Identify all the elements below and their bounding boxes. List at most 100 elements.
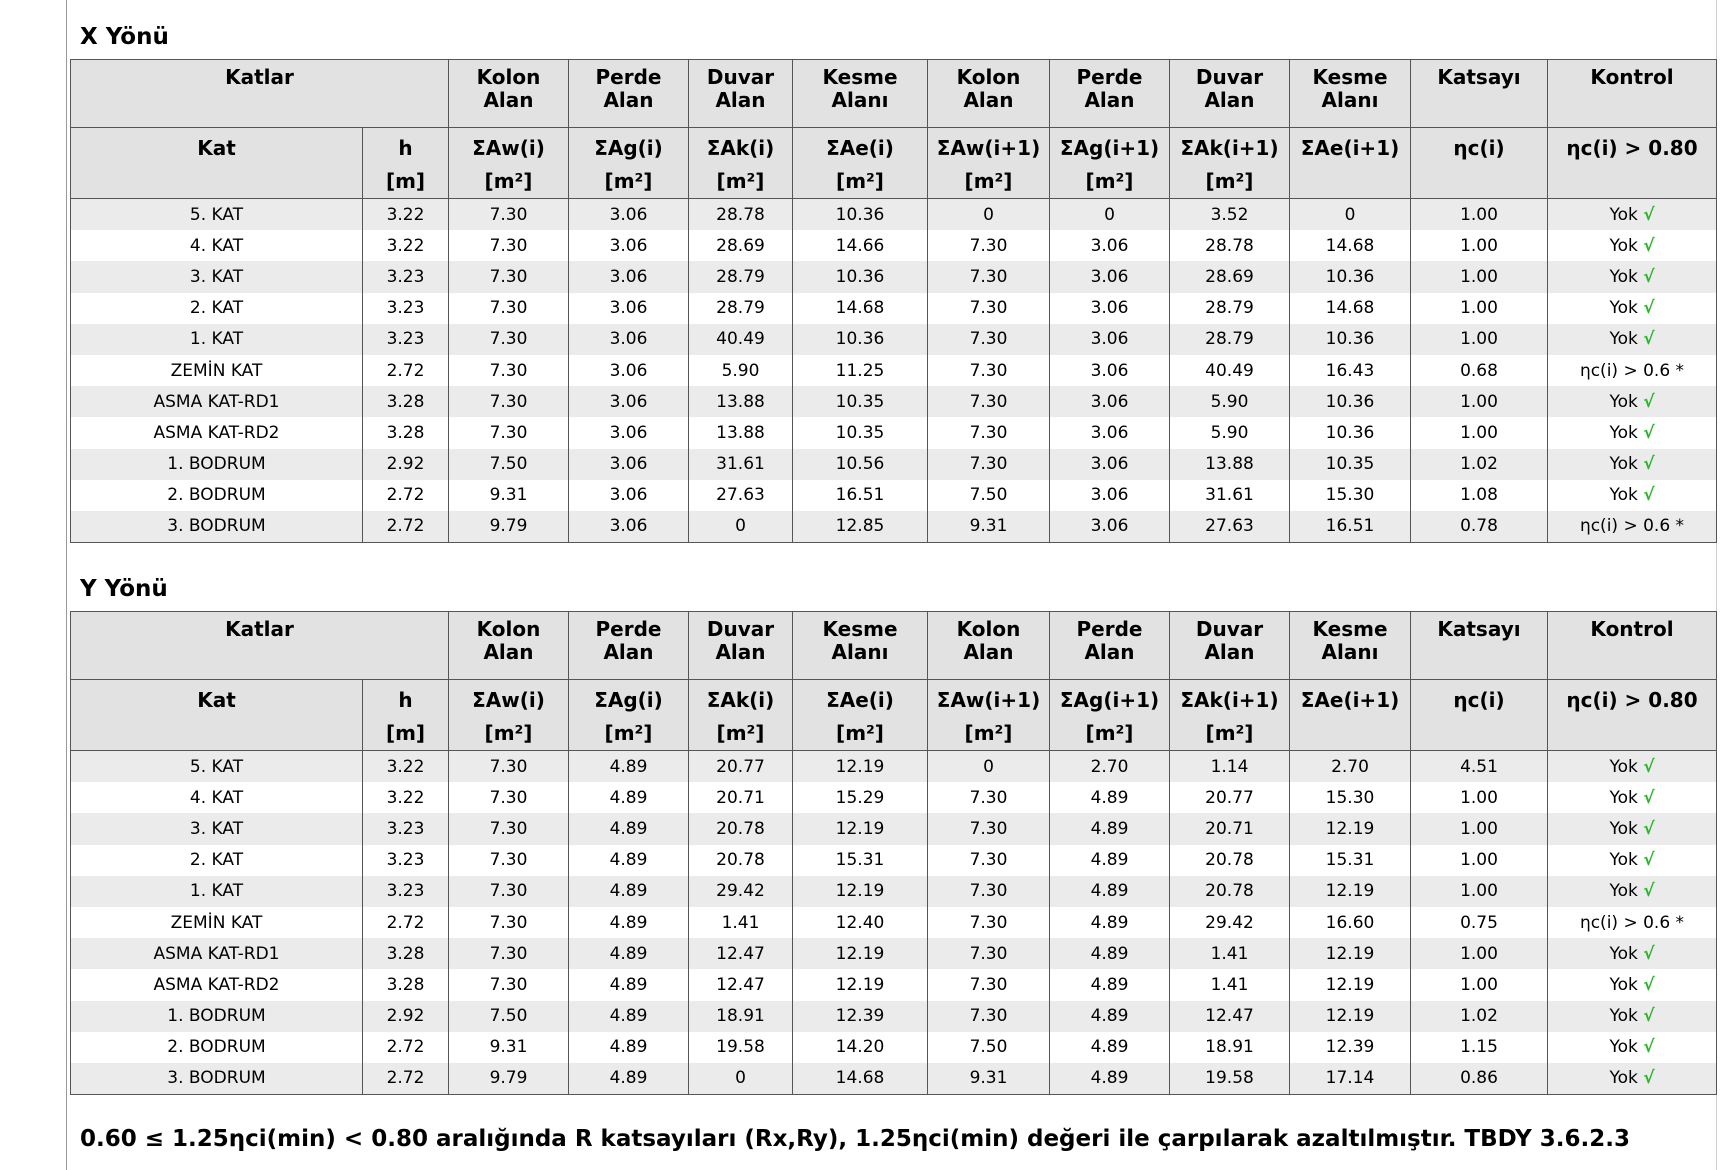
x-cell: 28.79 bbox=[688, 292, 793, 324]
y-cell: 9.31 bbox=[448, 1031, 569, 1063]
x-cell: 1.00 bbox=[1410, 292, 1548, 324]
y-cell: 12.19 bbox=[792, 875, 928, 907]
check-icon: √ bbox=[1643, 485, 1655, 506]
table-row: 3. BODRUM 2.72 9.79 4.89 0 14.68 9.31 4.89 19.58… bbox=[70, 1062, 1717, 1096]
x-cell: ZEMİN KAT bbox=[70, 354, 363, 387]
y-direction-title: Y Yönü bbox=[80, 576, 168, 602]
x-cell: 9.79 bbox=[448, 510, 569, 544]
y-control-cell: Yok √ bbox=[1547, 813, 1717, 845]
x-symbol-header-8: ΣAk(i+1) [m²] bbox=[1169, 127, 1290, 199]
x-symbol-header-0: Kat bbox=[70, 127, 363, 199]
x-cell: 15.30 bbox=[1289, 479, 1411, 511]
x-cell: 40.49 bbox=[688, 323, 793, 355]
y-cell: 1.15 bbox=[1410, 1031, 1548, 1063]
x-symbol-header-9: ΣAe(i+1) bbox=[1289, 127, 1411, 199]
x-cell: 1.00 bbox=[1410, 198, 1548, 231]
y-cell: 12.19 bbox=[1289, 813, 1411, 845]
y-group-header-2: Perde Alan bbox=[568, 611, 689, 680]
x-cell: 7.30 bbox=[927, 292, 1050, 324]
x-symbol-header-10: ηc(i) bbox=[1410, 127, 1548, 199]
x-cell: 10.36 bbox=[792, 261, 928, 293]
y-cell: 7.30 bbox=[448, 938, 569, 970]
x-cell: 5.90 bbox=[688, 354, 793, 387]
control-status-text: Yok bbox=[1609, 850, 1638, 871]
y-cell: 9.79 bbox=[448, 1062, 569, 1096]
x-cell: 7.50 bbox=[448, 448, 569, 480]
x-group-header-7: Duvar Alan bbox=[1169, 59, 1290, 128]
y-cell: 18.91 bbox=[688, 1000, 793, 1032]
y-direction-table: Katlar Kolon Alan Perde Alan Duvar Alan Kesm… bbox=[70, 611, 1717, 1096]
x-group-header-3: Duvar Alan bbox=[688, 59, 793, 128]
x-cell: 1. BODRUM bbox=[70, 448, 363, 480]
y-group-header-8: Kesme Alanı bbox=[1289, 611, 1411, 680]
y-cell: 7.30 bbox=[927, 813, 1050, 845]
x-cell: 40.49 bbox=[1169, 354, 1290, 387]
y-cell: 1.00 bbox=[1410, 813, 1548, 845]
y-control-cell: Yok √ bbox=[1547, 1000, 1717, 1032]
x-cell: 31.61 bbox=[688, 448, 793, 480]
x-cell: 3.06 bbox=[1049, 354, 1170, 387]
y-cell: 2. BODRUM bbox=[70, 1031, 363, 1063]
y-cell: 12.19 bbox=[792, 969, 928, 1001]
y-symbol-header-10: ηc(i) bbox=[1410, 679, 1548, 751]
y-cell: 12.19 bbox=[1289, 969, 1411, 1001]
y-group-header-4: Kesme Alanı bbox=[792, 611, 928, 680]
x-cell: 7.30 bbox=[927, 417, 1050, 449]
y-group-header-5: Kolon Alan bbox=[927, 611, 1050, 680]
check-icon: √ bbox=[1643, 850, 1655, 871]
check-icon: √ bbox=[1643, 1037, 1655, 1058]
y-cell: 12.39 bbox=[792, 1000, 928, 1032]
x-cell: 28.69 bbox=[1169, 261, 1290, 293]
x-cell: 28.78 bbox=[1169, 230, 1290, 262]
x-cell: 1.00 bbox=[1410, 386, 1548, 418]
y-group-header-7: Duvar Alan bbox=[1169, 611, 1290, 680]
x-cell: 7.50 bbox=[927, 479, 1050, 511]
reduction-footnote: 0.60 ≤ 1.25ηci(min) < 0.80 aralığında R … bbox=[80, 1126, 1630, 1152]
x-cell: 0.78 bbox=[1410, 510, 1548, 544]
y-cell: 1.00 bbox=[1410, 969, 1548, 1001]
y-cell: 20.78 bbox=[1169, 844, 1290, 876]
y-control-cell: Yok √ bbox=[1547, 1031, 1717, 1063]
y-control-cell: Yok √ bbox=[1547, 875, 1717, 907]
y-cell: 4.89 bbox=[568, 844, 689, 876]
y-cell: 7.30 bbox=[927, 782, 1050, 814]
x-symbol-header-5: ΣAe(i) [m²] bbox=[792, 127, 928, 199]
y-cell: 2.70 bbox=[1049, 750, 1170, 783]
y-cell: 15.31 bbox=[792, 844, 928, 876]
table-row: ASMA KAT-RD2 3.28 7.30 3.06 13.88 10.35 7.30 3.… bbox=[70, 417, 1717, 449]
x-direction-table: Katlar Kolon Alan Perde Alan Duvar Alan Kesm… bbox=[70, 59, 1717, 544]
y-cell: 1.14 bbox=[1169, 750, 1290, 783]
y-cell: 12.47 bbox=[1169, 1000, 1290, 1032]
x-cell: 10.36 bbox=[1289, 261, 1411, 293]
y-cell: 12.47 bbox=[688, 938, 793, 970]
y-cell: 4.89 bbox=[568, 1000, 689, 1032]
check-icon: √ bbox=[1643, 943, 1655, 964]
y-cell: 3.28 bbox=[362, 969, 449, 1001]
table-row: 4. KAT 3.22 7.30 3.06 28.69 14.66 7.30 3.06 28.7… bbox=[70, 230, 1717, 262]
y-cell: ASMA KAT-RD1 bbox=[70, 938, 363, 970]
y-cell: 7.30 bbox=[927, 844, 1050, 876]
x-cell: 3.22 bbox=[362, 198, 449, 231]
y-cell: 29.42 bbox=[688, 875, 793, 907]
y-cell: 7.30 bbox=[927, 906, 1050, 939]
control-status-text: Yok bbox=[1609, 454, 1638, 475]
x-cell: 10.35 bbox=[792, 386, 928, 418]
x-cell: 3.23 bbox=[362, 323, 449, 355]
x-control-cell: ηc(i) > 0.6 * bbox=[1547, 354, 1717, 387]
y-cell: 20.78 bbox=[688, 844, 793, 876]
x-cell: 14.68 bbox=[1289, 230, 1411, 262]
check-icon: √ bbox=[1643, 818, 1655, 839]
x-cell: 10.35 bbox=[792, 417, 928, 449]
table-row: ASMA KAT-RD1 3.28 7.30 3.06 13.88 10.35 7.30 3.… bbox=[70, 386, 1717, 418]
y-control-cell: Yok √ bbox=[1547, 969, 1717, 1001]
y-cell: 7.30 bbox=[927, 1000, 1050, 1032]
x-control-cell: Yok √ bbox=[1547, 292, 1717, 324]
y-cell: 7.30 bbox=[927, 938, 1050, 970]
x-cell: 1.00 bbox=[1410, 323, 1548, 355]
y-group-header-1: Kolon Alan bbox=[448, 611, 569, 680]
y-cell: 3.28 bbox=[362, 938, 449, 970]
x-cell: 3.06 bbox=[568, 230, 689, 262]
x-cell: 3.06 bbox=[1049, 417, 1170, 449]
x-cell: 3. BODRUM bbox=[70, 510, 363, 544]
table-row: 4. KAT 3.22 7.30 4.89 20.71 15.29 7.30 4.89 20.7… bbox=[70, 782, 1717, 814]
